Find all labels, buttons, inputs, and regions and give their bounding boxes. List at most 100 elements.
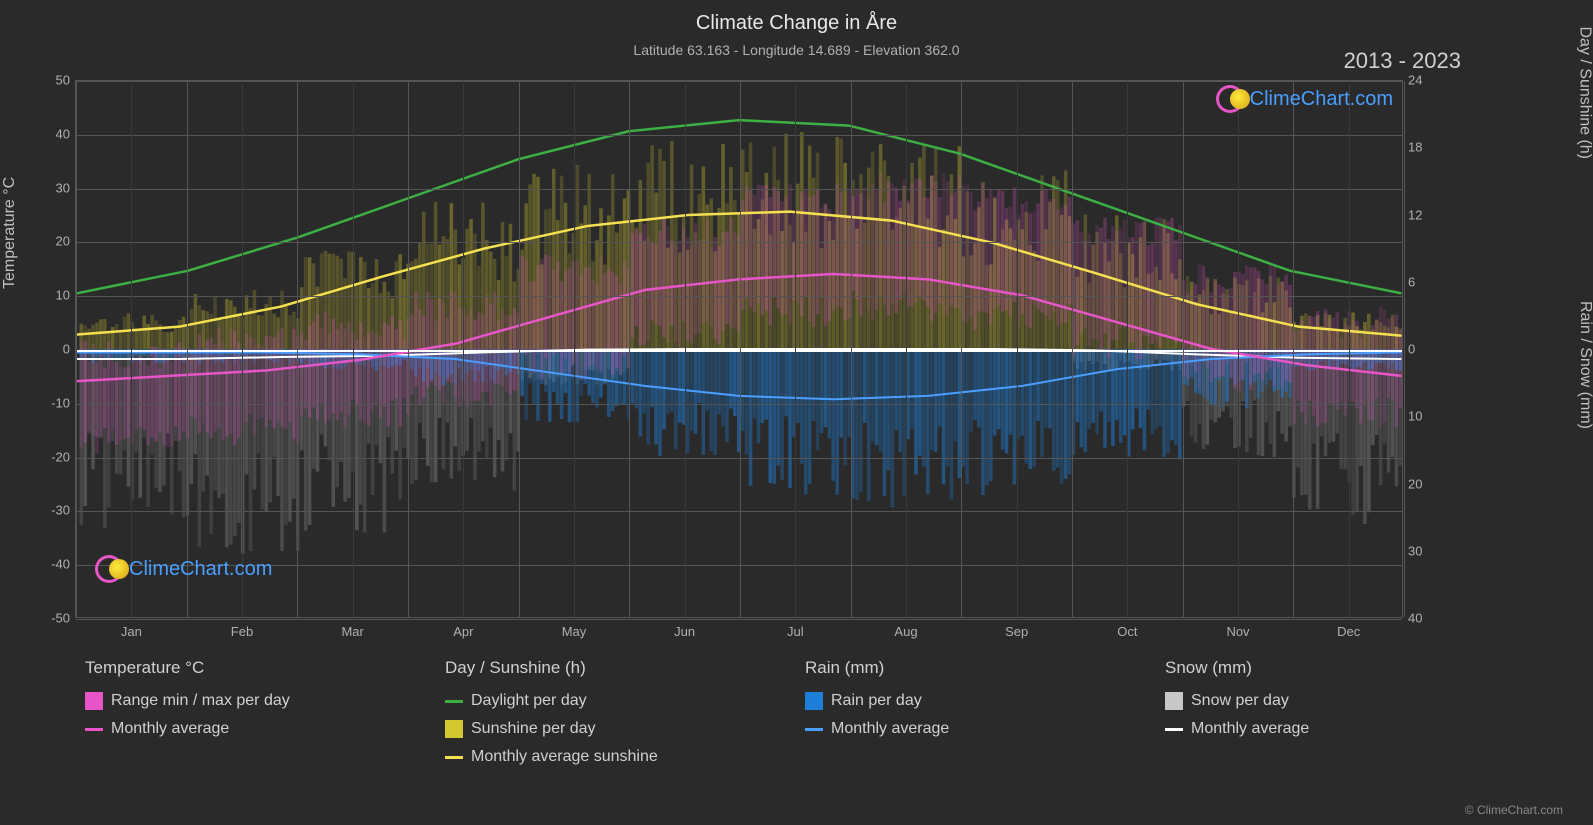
grid-v-sub [795,81,796,617]
tick-right: 40 [1408,611,1428,626]
grid-v [76,81,77,617]
data-lines-layer [76,81,1402,617]
grid-h [76,565,1402,566]
tick-x: Sep [1005,624,1028,639]
grid-v [187,81,188,617]
grid-v-sub [1238,81,1239,617]
legend-line-icon [1165,728,1183,731]
tick-left: 30 [40,180,70,195]
tick-left: 0 [40,342,70,357]
zero-line [76,350,1402,352]
tick-right: 6 [1408,274,1428,289]
legend-line-icon [805,728,823,731]
grid-h [76,189,1402,190]
legend-column: Snow (mm) Snow per day Monthly average [1165,658,1485,766]
grid-h [76,242,1402,243]
legend-item: Daylight per day [445,692,765,710]
tick-left: 40 [40,126,70,141]
legend-label: Daylight per day [471,692,587,710]
tick-left: 10 [40,288,70,303]
legend-column: Temperature °CRange min / max per dayMon… [85,658,405,766]
tick-right: 18 [1408,140,1428,155]
tick-x: Jul [787,624,804,639]
legend-item: Monthly average sunshine [445,748,765,766]
logo-top: ClimeChart.com [1216,85,1393,113]
tick-x: Apr [453,624,473,639]
legend-swatch-icon [805,692,823,710]
tick-right: 10 [1408,409,1428,424]
chart-container: Climate Change in Åre Latitude 63.163 - … [0,0,1593,825]
legend-item: Range min / max per day [85,692,405,710]
tick-right: 30 [1408,543,1428,558]
legend-label: Sunshine per day [471,720,596,738]
legend: Temperature °CRange min / max per dayMon… [85,658,1485,766]
legend-header: Day / Sunshine (h) [445,658,765,678]
tick-x: Dec [1337,624,1360,639]
data-bars-layer [76,81,1402,617]
legend-label: Monthly average sunshine [471,748,658,766]
legend-header: Rain (mm) [805,658,1125,678]
grid-v [1072,81,1073,617]
legend-label: Snow per day [1191,692,1289,710]
legend-item: Monthly average [1165,720,1485,738]
legend-swatch-icon [445,720,463,738]
grid-v [1183,81,1184,617]
grid-h [76,81,1402,82]
legend-column: Day / Sunshine (h) Daylight per day Sunshi… [445,658,765,766]
tick-x: Jan [121,624,142,639]
year-range: 2013 - 2023 [1344,48,1461,74]
grid-v-sub [353,81,354,617]
grid-h [76,135,1402,136]
logo-icon [1216,85,1244,113]
legend-item: Sunshine per day [445,720,765,738]
plot-area: JanFebMarAprMayJunJulAugSepOctNovDec [75,80,1403,618]
grid-v [1293,81,1294,617]
tick-right: 0 [1408,342,1428,357]
legend-line-icon [445,756,463,759]
grid-v [740,81,741,617]
tick-x: Oct [1117,624,1137,639]
legend-label: Monthly average [1191,720,1309,738]
tick-x: Jun [674,624,695,639]
grid-v [297,81,298,617]
axis-right-top-label: Day / Sunshine (h) [1576,26,1593,159]
grid-h [76,296,1402,297]
legend-label: Monthly average [831,720,949,738]
grid-v-sub [685,81,686,617]
tick-left: 20 [40,234,70,249]
logo-bottom: ClimeChart.com [95,555,272,583]
chart-title: Climate Change in Åre [0,12,1593,35]
grid-v [408,81,409,617]
grid-v [519,81,520,617]
legend-label: Monthly average [111,720,229,738]
legend-column: Rain (mm) Rain per day Monthly average [805,658,1125,766]
grid-h [76,404,1402,405]
legend-label: Range min / max per day [111,692,290,710]
legend-item: Snow per day [1165,692,1485,710]
grid-v-sub [242,81,243,617]
grid-v [629,81,630,617]
tick-right: 24 [1408,73,1428,88]
legend-line-icon [445,700,463,703]
copyright: © ClimeChart.com [1465,803,1563,817]
legend-item: Monthly average [85,720,405,738]
grid-v-sub [463,81,464,617]
grid-v-sub [131,81,132,617]
legend-label: Rain per day [831,692,922,710]
logo-text: ClimeChart.com [129,558,272,581]
tick-left: -20 [40,449,70,464]
tick-right: 12 [1408,207,1428,222]
axis-left-label: Temperature °C [1,177,19,289]
tick-left: -10 [40,395,70,410]
grid-h [76,511,1402,512]
logo-text: ClimeChart.com [1250,88,1393,111]
tick-x: May [562,624,587,639]
grid-v-sub [906,81,907,617]
legend-item: Monthly average [805,720,1125,738]
legend-item: Rain per day [805,692,1125,710]
tick-right: 20 [1408,476,1428,491]
grid-v [961,81,962,617]
legend-header: Snow (mm) [1165,658,1485,678]
grid-v-sub [1017,81,1018,617]
grid-v-sub [1349,81,1350,617]
